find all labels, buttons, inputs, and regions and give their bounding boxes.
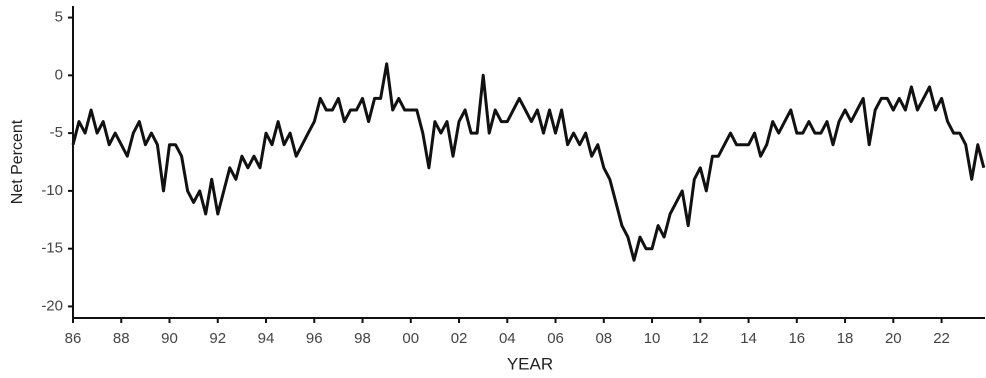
x-tick-label: 92 — [209, 330, 226, 347]
y-axis-title: Net Percent — [9, 119, 26, 204]
y-tick-label: 0 — [55, 66, 63, 83]
data-line — [71, 62, 986, 262]
x-tick-label: 00 — [402, 330, 419, 347]
x-tick-label: 20 — [885, 330, 902, 347]
y-tick-label: -20 — [41, 297, 63, 314]
x-tick-label: 14 — [740, 330, 757, 347]
x-tick-label: 88 — [113, 330, 130, 347]
y-tick-label: 5 — [55, 9, 63, 26]
y-tick-label: -10 — [41, 182, 63, 199]
x-tick-label: 16 — [788, 330, 805, 347]
x-tick-label: 94 — [258, 330, 275, 347]
x-tick-label: 08 — [595, 330, 612, 347]
x-tick-label: 98 — [354, 330, 371, 347]
x-tick-label: 06 — [547, 330, 564, 347]
x-tick-label: 04 — [499, 330, 516, 347]
y-tick-label: -15 — [41, 240, 63, 257]
y-tick-label: -5 — [50, 124, 63, 141]
x-tick-label: 96 — [306, 330, 323, 347]
x-axis-title: YEAR — [507, 354, 553, 373]
x-tick-label: 18 — [837, 330, 854, 347]
x-tick-label: 86 — [65, 330, 82, 347]
x-tick-label: 22 — [933, 330, 950, 347]
x-tick-label: 02 — [451, 330, 468, 347]
x-tick-label: 90 — [161, 330, 178, 347]
x-tick-label: 12 — [692, 330, 709, 347]
x-tick-label: 10 — [644, 330, 661, 347]
